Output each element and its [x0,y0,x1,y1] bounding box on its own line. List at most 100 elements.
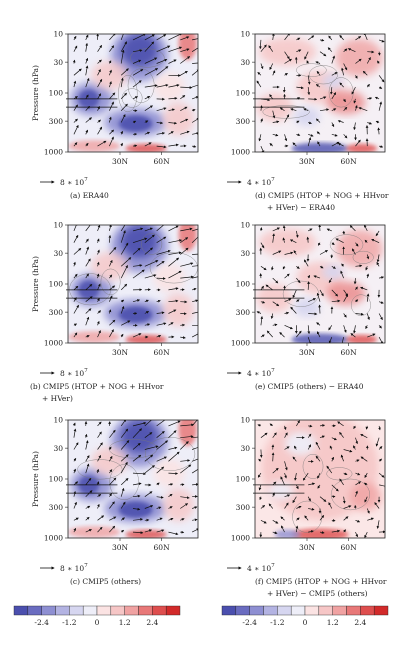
vector-arrow [292,289,297,298]
colorbar-tick-label: 2.4 [146,618,158,627]
vector-arrow [144,142,152,147]
shade-blob [125,529,167,538]
vector-arrow [168,225,179,232]
vector-arrow [191,447,198,450]
vector-arrow [132,531,144,535]
y-tick-label: 10 [53,221,63,230]
vector-arrow [156,495,164,499]
vector-field [257,420,385,538]
vector-arrow [85,65,89,76]
colorbar-cell [235,605,250,616]
vector-arrow [378,301,384,304]
colorbar-tick-label: -1.2 [62,618,77,627]
vector-arrow [132,69,144,76]
vector-arrow [307,274,310,279]
vector-arrow [328,502,333,509]
vector-arrow [331,266,336,269]
vector-arrow [120,305,125,314]
vector-arrow [331,141,340,147]
vector-arrow [192,253,198,255]
reference-vector-exponent: 7 [84,563,88,569]
vector-arrow [355,437,358,445]
vector-arrow [97,283,101,291]
vector-arrow [132,269,145,279]
colorbar-cell [55,605,70,616]
vector-arrow [296,277,301,284]
shade-blob [162,488,195,522]
shading [68,34,197,152]
vector-arrow [307,336,312,343]
panel-c: 10 30 100 300 1000 Pressure (hPa) 30N 60N 8 ∗ 10… [31,416,199,586]
vector-arrow [85,335,90,338]
vector-arrow [156,517,163,521]
vector-arrow [85,34,89,41]
vector-arrow [282,225,286,231]
vector-arrow [97,249,100,255]
shade-blob [118,501,153,518]
colorbar-tick-label: 1.2 [119,618,131,627]
vector-arrow [315,84,321,88]
vector-arrow [109,285,116,291]
x-axis: 30N 60N [112,343,170,357]
vector-arrow [168,59,177,64]
vector-arrow [168,131,174,135]
vector-arrow [378,458,383,462]
vector-arrow [284,432,288,438]
vector-arrow [376,254,380,263]
vector-arrow [180,423,195,427]
vector-arrow [180,71,188,76]
vector-arrow [132,518,144,521]
vector-arrow [358,107,368,112]
vector-arrow [364,496,368,503]
vector-arrow [73,490,77,497]
panel-caption: (d) CMIP5 (HTOP + NOG + HHvor + HVer) − E… [255,191,389,212]
colorbar-cell [373,605,389,616]
vector-arrow [120,529,125,533]
vector-arrow [328,325,333,331]
vector-arrow [168,34,183,41]
vector-arrow [284,446,290,450]
vector-arrow [192,311,198,314]
vector-arrow [144,57,158,64]
vector-arrow [85,105,90,111]
y-tick-label: 10 [53,416,63,425]
vector-arrow [85,258,91,267]
colorbar-cell [290,605,306,616]
vector-arrow [272,110,276,119]
contour-line [118,75,138,113]
vector-arrow [109,295,113,302]
shade-blob [335,38,383,77]
vector-arrow [156,466,165,474]
vector-arrow [259,496,263,501]
vector-arrow [109,81,112,88]
vector-arrow [367,97,373,100]
vector-arrow [304,51,309,60]
vector-arrow [316,131,321,135]
caption-line: (d) CMIP5 (HTOP + NOG + HHvor [255,191,389,200]
vector-arrow [156,66,169,76]
vector-arrow [191,236,198,243]
caption-line: (a) ERA40 [70,191,109,200]
vector-arrow [258,134,262,142]
x-tick-label: 30N [299,348,316,357]
reference-vector-exponent: 7 [271,177,275,183]
y-tick-label: 1000 [231,148,250,157]
vector-arrow [85,529,92,533]
y-axis-label: Pressure (hPa) [31,256,40,312]
contour-line [352,250,374,264]
vector-arrow [120,257,132,267]
colorbar-cell [152,605,167,616]
vector-arrow [351,86,356,95]
reference-vector: 4 ∗ 107 [227,563,275,573]
vector-arrow [85,477,92,486]
colorbar-cell [360,605,375,616]
vector-arrow [97,225,101,232]
reference-vector: 8 ∗ 107 [40,177,88,187]
y-tick-label: 300 [49,308,64,317]
vector-arrow [260,266,267,271]
y-tick-label: 100 [49,89,64,98]
vector-arrow [120,142,123,147]
x-axis: 30N 60N [112,538,170,552]
vector-arrow [120,501,126,509]
vector-arrow [168,299,179,303]
